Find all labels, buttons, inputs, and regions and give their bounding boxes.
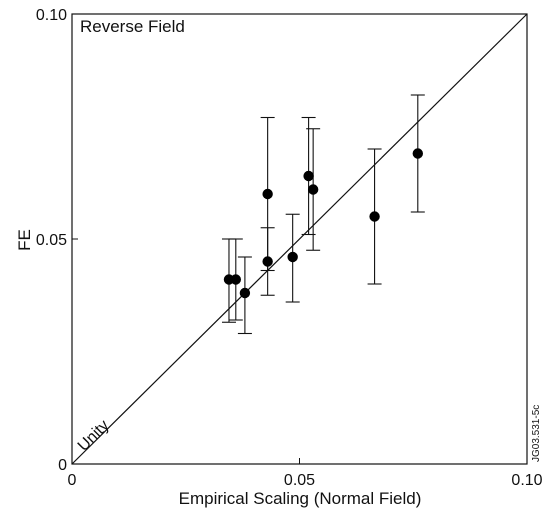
x-axis-label: Empirical Scaling (Normal Field)	[179, 489, 422, 508]
x-tick-label: 0	[68, 472, 77, 489]
data-point	[239, 287, 251, 299]
y-axis-label: FE	[15, 229, 34, 251]
data-point	[307, 184, 319, 195]
data-point	[262, 256, 273, 267]
y-tick-label: 0	[58, 457, 67, 474]
y-tick-label: 0.10	[36, 7, 67, 24]
y-tick-label: 0.05	[36, 232, 67, 249]
plot-layer: 00 0.05 0.05 0.10 0.10	[36, 7, 543, 489]
unity-line-label: Unity	[75, 417, 113, 455]
x-tick-label: 0.05	[284, 472, 315, 489]
data-point	[303, 170, 314, 182]
data-point	[287, 251, 298, 263]
data-point	[230, 274, 241, 285]
unity-line	[71, 13, 528, 465]
figure-reference-id: JG03.531-5c	[531, 405, 542, 462]
data-point	[369, 211, 380, 222]
chart-title: Reverse Field	[80, 17, 185, 36]
data-point	[412, 148, 423, 159]
x-tick-label: 0.10	[511, 472, 542, 489]
data-point	[262, 188, 273, 200]
